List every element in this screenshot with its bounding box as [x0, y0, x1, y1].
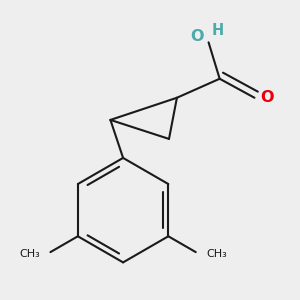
Text: CH₃: CH₃ — [206, 249, 226, 259]
Text: CH₃: CH₃ — [20, 249, 40, 259]
Text: H: H — [211, 23, 224, 38]
Text: O: O — [191, 28, 204, 44]
Text: O: O — [260, 90, 274, 105]
